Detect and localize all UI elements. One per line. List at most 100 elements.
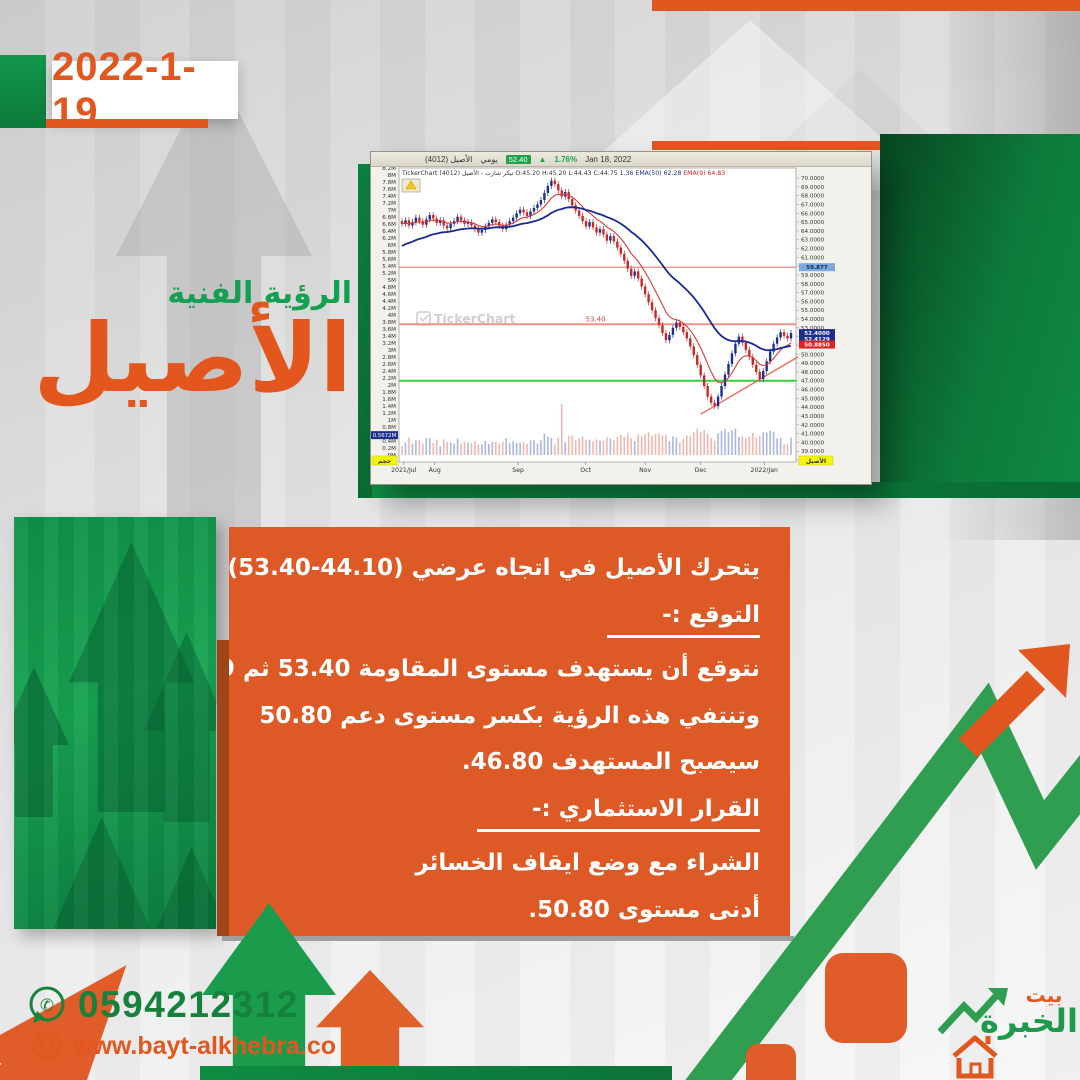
svg-text:7.8M: 7.8M: [382, 180, 396, 186]
svg-text:57.0000: 57.0000: [801, 291, 825, 297]
svg-text:43.0000: 43.0000: [801, 414, 825, 420]
svg-text:66.0000: 66.0000: [801, 211, 825, 217]
page-title: الأصيل: [33, 304, 352, 414]
svg-text:5.4M: 5.4M: [382, 264, 396, 270]
svg-text:2.2M: 2.2M: [382, 376, 396, 382]
chart-window-titlebar: الأصيل (4012) يومي 52.40 ▲ 1.76% Jan 18,…: [371, 152, 871, 167]
svg-text:6.2M: 6.2M: [382, 236, 396, 242]
svg-text:1M: 1M: [388, 418, 397, 424]
svg-text:52.4000: 52.4000: [804, 331, 830, 337]
svg-text:52.4129: 52.4129: [804, 337, 830, 343]
svg-text:Sep: Sep: [512, 467, 524, 474]
analysis-line: نتوقع أن يستهدف مستوى المقاومة 53.40 ثم …: [229, 656, 760, 682]
up-arrow-icon: [14, 667, 69, 817]
svg-text:2.8M: 2.8M: [382, 355, 396, 361]
chart-date: Jan 18, 2022: [585, 154, 632, 164]
svg-text:70.0000: 70.0000: [801, 176, 825, 182]
svg-text:1.2M: 1.2M: [382, 411, 396, 417]
svg-text:5.2M: 5.2M: [382, 271, 396, 277]
svg-text:5.6M: 5.6M: [382, 257, 396, 263]
left-arrows-panel: [14, 517, 216, 929]
analysis-line: وتنتفي هذه الرؤية بكسر مستوى دعم 50.80: [259, 702, 760, 729]
svg-text:4.4M: 4.4M: [382, 299, 396, 305]
svg-text:7.6M: 7.6M: [382, 187, 396, 193]
analysis-box: يتحرك الأصيل في اتجاه عرضي (44.10-53.40)…: [229, 527, 790, 936]
svg-text:3.4M: 3.4M: [382, 334, 396, 340]
whatsapp-row[interactable]: ✆ 0594212312: [26, 982, 299, 1028]
chart-period: يومي: [480, 154, 498, 164]
svg-text:42.0000: 42.0000: [801, 423, 825, 429]
analysis-line: يتحرك الأصيل في اتجاه عرضي (44.10-53.40)…: [229, 555, 760, 581]
svg-text:63.0000: 63.0000: [801, 238, 825, 244]
analysis-text: يتحرك الأصيل في اتجاه عرضي (44.10-53.40)…: [229, 527, 790, 925]
svg-text:64.0000: 64.0000: [801, 229, 825, 235]
up-arrow-icon: [69, 542, 194, 812]
analysis-line: أدنى مستوى 50.80.: [528, 896, 760, 923]
svg-text:50.8850: 50.8850: [804, 343, 830, 349]
svg-text:45.0000: 45.0000: [801, 396, 825, 402]
svg-text:✆: ✆: [40, 996, 54, 1016]
svg-text:62.0000: 62.0000: [801, 247, 825, 253]
website-url[interactable]: www.bayt-alkhebra.co: [73, 1031, 337, 1060]
svg-text:50.0000: 50.0000: [801, 352, 825, 358]
up-arrow-icon: [144, 632, 216, 822]
analysis-line: التوقع :-: [259, 600, 760, 638]
svg-text:2M: 2M: [388, 383, 397, 389]
svg-text:69.0000: 69.0000: [801, 185, 825, 191]
svg-text:3M: 3M: [388, 348, 397, 354]
whatsapp-icon: ✆: [29, 986, 65, 1023]
svg-text:4M: 4M: [388, 313, 397, 319]
svg-text:56.0000: 56.0000: [801, 299, 825, 305]
svg-text:Oct: Oct: [580, 467, 591, 474]
title-block: الرؤية الفنية الأصيل: [33, 276, 352, 414]
price-chart: TickerChart 70.0000 69.0000 68.0000 67.0000 6…: [371, 166, 835, 474]
svg-text:49.0000: 49.0000: [801, 361, 825, 367]
chart-window: الأصيل (4012) يومي 52.40 ▲ 1.76% Jan 18,…: [370, 151, 872, 485]
chart-change-percent: 1.76%: [554, 154, 578, 164]
up-arrow-icon: [154, 847, 216, 929]
logo-zigzag-arrow-icon: [938, 988, 1008, 1034]
svg-text:6.6M: 6.6M: [382, 222, 396, 228]
website-row[interactable]: www.bayt-alkhebra.co: [30, 1028, 336, 1064]
svg-text:48.0000: 48.0000: [801, 370, 825, 376]
svg-text:39.0000: 39.0000: [801, 449, 825, 455]
svg-text:3.2M: 3.2M: [382, 341, 396, 347]
phone-number[interactable]: 0594212312: [78, 984, 299, 1025]
svg-text:53.0000: 53.0000: [801, 326, 825, 332]
svg-text:8.2M: 8.2M: [382, 166, 396, 172]
logo-word-main: الخبرة: [980, 1002, 1078, 1040]
svg-text:الأصيل: الأصيل: [806, 457, 826, 465]
bottom-green-bar: [200, 1066, 672, 1080]
chart-green-rect: [880, 134, 1080, 498]
orange-rounded-square: [746, 1044, 796, 1080]
orange-arrow-head-icon: [1018, 644, 1070, 698]
svg-text:61.0000: 61.0000: [801, 255, 825, 261]
svg-text:0.4M: 0.4M: [382, 439, 396, 445]
svg-text:2.6M: 2.6M: [382, 362, 396, 368]
svg-text:47.0000: 47.0000: [801, 379, 825, 385]
chart-last-price-chip: 52.40: [505, 154, 531, 164]
svg-text:Nov: Nov: [639, 467, 651, 474]
svg-text:1.8M: 1.8M: [382, 390, 396, 396]
svg-text:TickerChart: TickerChart: [434, 311, 516, 326]
svg-text:54.0000: 54.0000: [801, 317, 825, 323]
svg-text:Dec: Dec: [695, 467, 708, 474]
svg-text:8M: 8M: [388, 173, 397, 179]
svg-text:0.8M: 0.8M: [382, 425, 396, 431]
svg-text:2021/Jul: 2021/Jul: [391, 467, 417, 474]
svg-text:65.0000: 65.0000: [801, 220, 825, 226]
svg-text:5.8M: 5.8M: [382, 250, 396, 256]
svg-text:5M: 5M: [388, 278, 397, 284]
svg-text:0.2M: 0.2M: [382, 446, 396, 452]
svg-text:55.0000: 55.0000: [801, 308, 825, 314]
svg-text:6.4M: 6.4M: [382, 229, 396, 235]
svg-text:حجم: حجم: [378, 458, 391, 465]
svg-text:Aug: Aug: [429, 467, 441, 474]
svg-text:7M: 7M: [388, 208, 397, 214]
date-badge: 2022-1-19: [52, 45, 238, 134]
chart-orange-bar: [652, 141, 880, 150]
svg-text:67.0000: 67.0000: [801, 202, 825, 208]
svg-text:46.0000: 46.0000: [801, 388, 825, 394]
svg-text:58.0000: 58.0000: [801, 282, 825, 288]
